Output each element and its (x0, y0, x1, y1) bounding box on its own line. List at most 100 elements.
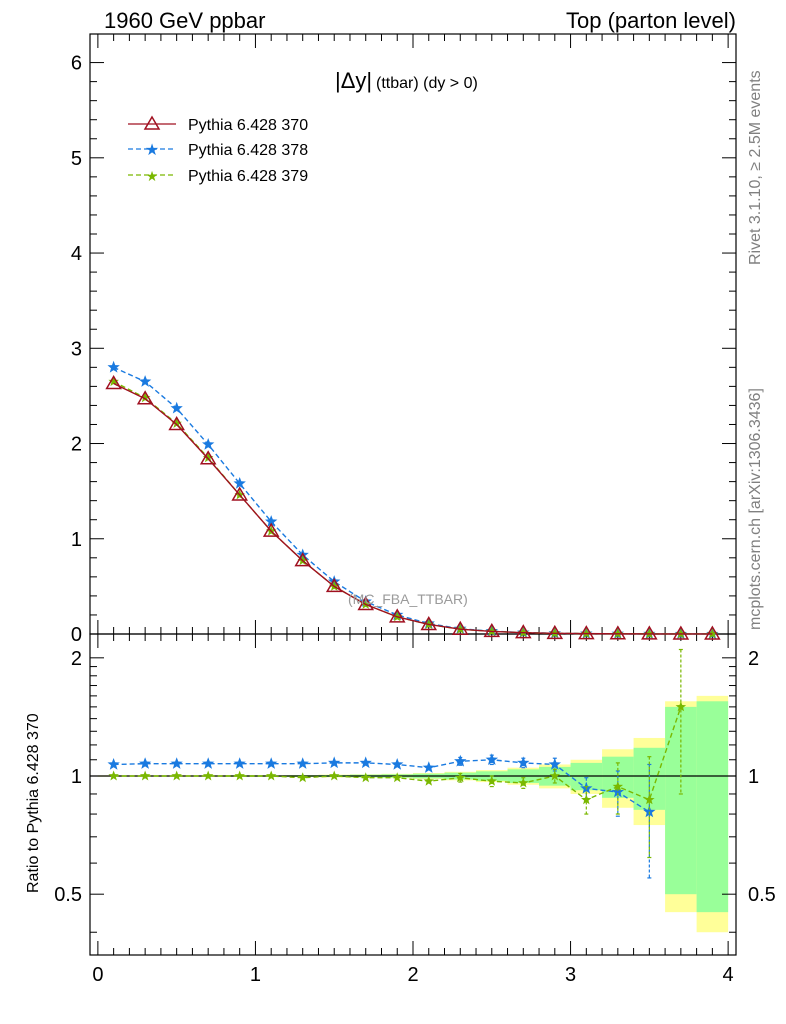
ratio-point-star (266, 770, 277, 781)
main-ytick-label: 0 (71, 624, 82, 646)
header-left: 1960 GeV ppbar (104, 8, 265, 33)
main-point-triangle (483, 622, 501, 638)
ratio-point-star (454, 754, 467, 767)
main-ytick-label: 1 (71, 529, 82, 551)
main-series-line-0 (113, 382, 713, 635)
ratio-point-star (139, 770, 151, 781)
main-point-triangle (262, 522, 280, 537)
ratio-series-group (107, 648, 687, 879)
ratio-series-line-0 (113, 759, 650, 813)
main-point-triangle (514, 624, 532, 639)
legend: Pythia 6.428 370 ★ Pythia 6.428 378 ★ Py… (128, 115, 308, 185)
main-ytick-label: 4 (71, 243, 82, 265)
ratio-point-star (296, 757, 309, 769)
main-point-triangle (294, 552, 312, 567)
main-point-triangle (136, 390, 154, 405)
ratio-ytick-label-left: 0.5 (54, 884, 82, 906)
ratio-point-star (297, 772, 308, 783)
ratio-ytick-label-left: 1 (71, 766, 82, 788)
ratio-xtick-label: 1 (250, 964, 261, 986)
ratio-point-star (328, 756, 341, 769)
ratio-point-star (360, 772, 371, 783)
band-green (665, 706, 697, 895)
main-point-triangle (105, 375, 122, 390)
rivet-version-label: Rivet 3.1.10, ≥ 2.5M events (747, 70, 764, 265)
ratio-point-star (612, 781, 624, 791)
ratio-ytick-label-right: 2 (748, 648, 759, 670)
legend-marker-379: ★ (146, 168, 159, 184)
ratio-point-star (455, 772, 466, 783)
ratio-point-star (643, 805, 656, 818)
axis-ticks (90, 34, 736, 955)
ratio-point-star (233, 757, 246, 769)
main-point-triangle (451, 620, 469, 635)
main-point-triangle (168, 415, 185, 431)
ratio-point-star (265, 757, 278, 769)
main-point-triangle (231, 486, 248, 501)
plot-title-sub: (ttbar) (dy > 0) (376, 75, 478, 92)
main-point-triangle (420, 615, 438, 631)
ratio-point-star (581, 794, 592, 805)
ratio-point-star (518, 777, 529, 788)
ratio-point-star (108, 770, 119, 781)
ratio-point-star (202, 770, 214, 781)
ratio-point-star (423, 775, 434, 786)
ratio-point-star (171, 770, 182, 781)
ratio-point-star (675, 701, 687, 712)
legend-label-379: Pythia 6.428 379 (188, 168, 308, 185)
ratio-point-star (391, 758, 404, 770)
main-point-star (139, 375, 152, 387)
main-point-star (171, 418, 182, 428)
ratio-point-star (139, 757, 152, 769)
main-ytick-label: 5 (71, 148, 82, 170)
ratio-point-star (202, 757, 215, 769)
ratio-xtick-label: 4 (723, 964, 734, 986)
ratio-point-star (611, 785, 624, 798)
ratio-point-star (234, 770, 245, 781)
ratio-point-star (359, 756, 372, 769)
main-point-triangle (578, 625, 595, 640)
axis-labels: 0 1 2 3 4 5 6 0 1 2 3 4 0.5 0.5 1 1 2 2 (54, 53, 776, 986)
legend-label-370: Pythia 6.428 370 (188, 117, 308, 134)
ratio-point-star (422, 761, 435, 773)
ratio-uncertainty-bands (97, 695, 729, 933)
ratio-point-star (392, 772, 403, 783)
main-point-triangle (609, 625, 627, 640)
ratio-point-star (486, 775, 497, 786)
main-point-triangle (546, 624, 564, 640)
plot-title-main: |Δy| (335, 68, 372, 93)
band-green (696, 701, 729, 913)
main-series-line-1 (113, 366, 713, 635)
ratio-point-star (329, 770, 340, 781)
main-point-triangle (388, 608, 406, 623)
ratio-y-axis-label: Ratio to Pythia 6.428 370 (25, 713, 42, 893)
ratio-point-star (107, 758, 120, 770)
main-point-triangle (325, 577, 343, 593)
main-ytick-label: 3 (71, 338, 82, 360)
main-point-star (139, 392, 151, 403)
main-point-star (202, 452, 214, 463)
ratio-xtick-label: 0 (92, 964, 103, 986)
main-point-star (170, 401, 183, 414)
ratio-point-star (644, 794, 655, 805)
main-point-star (108, 376, 119, 387)
main-frame (89, 33, 737, 635)
main-series-group (105, 360, 721, 640)
main-point-star (107, 360, 120, 373)
legend-marker-378: ★ (145, 142, 159, 159)
main-point-star (202, 438, 215, 450)
main-ytick-label: 2 (71, 434, 82, 456)
ratio-xtick-label: 2 (407, 964, 418, 986)
main-point-star (233, 477, 246, 489)
ratio-xtick-label: 3 (565, 964, 576, 986)
ratio-ytick-label-right: 1 (748, 766, 759, 788)
ratio-point-star (485, 753, 498, 765)
ratio-ytick-label-right: 0.5 (748, 884, 776, 906)
legend-label-378: Pythia 6.428 378 (188, 142, 308, 159)
ratio-point-star (548, 758, 561, 770)
main-point-triangle (199, 450, 217, 465)
main-point-triangle (357, 595, 375, 611)
main-point-star (265, 515, 278, 527)
header-right: Top (parton level) (566, 8, 736, 33)
